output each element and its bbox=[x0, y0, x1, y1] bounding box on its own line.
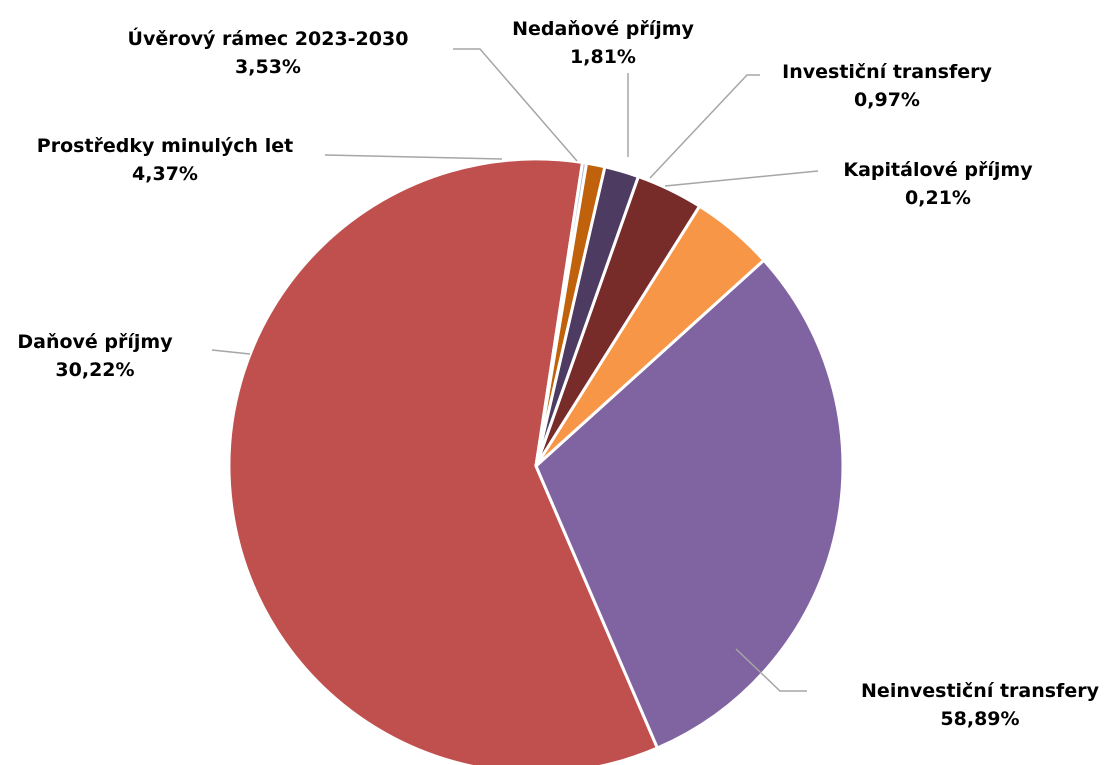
slice-name-label: Daňové příjmy bbox=[17, 331, 173, 353]
slice-data-label: Úvěrový rámec 2023-2030 3,53% bbox=[128, 26, 409, 78]
slice-data-label: Neinvestiční transfery 58,89% bbox=[861, 680, 1100, 730]
slice-value-label: 58,89% bbox=[940, 708, 1019, 730]
pie-slice bbox=[227, 157, 660, 765]
leader-line bbox=[664, 170, 819, 187]
leader-lines bbox=[211, 48, 819, 692]
slice-name-label: Neinvestiční transfery bbox=[861, 680, 1100, 702]
leader-line bbox=[324, 154, 503, 160]
leader-line bbox=[735, 648, 807, 692]
slice-name-label: Prostředky minulých let bbox=[37, 135, 293, 157]
leader-line bbox=[453, 48, 578, 162]
slice-data-label: Nedaňové příjmy 1,81% bbox=[512, 18, 694, 68]
leader-line bbox=[649, 74, 760, 179]
slice-data-label: Prostředky minulých let 4,37% bbox=[37, 135, 293, 185]
slice-data-label: Daňové příjmy 30,22% bbox=[17, 331, 173, 381]
slice-name-label: Úvěrový rámec 2023-2030 bbox=[128, 26, 409, 50]
slice-data-label: Investiční transfery 0,97% bbox=[782, 61, 992, 111]
pie-slices bbox=[227, 157, 845, 765]
data-labels: Neinvestiční transfery 58,89% Daňové příjm… bbox=[17, 18, 1099, 730]
slice-value-label: 1,81% bbox=[570, 46, 636, 68]
slice-name-label: Investiční transfery bbox=[782, 61, 992, 83]
slice-value-label: 0,21% bbox=[905, 187, 971, 209]
slice-value-label: 3,53% bbox=[235, 56, 301, 78]
slice-data-label: Kapitálové příjmy 0,21% bbox=[843, 159, 1033, 209]
slice-value-label: 0,97% bbox=[854, 89, 920, 111]
pie-slice bbox=[534, 160, 589, 467]
slice-name-label: Kapitálové příjmy bbox=[843, 159, 1033, 181]
slice-value-label: 4,37% bbox=[132, 163, 198, 185]
pie-slice bbox=[534, 258, 845, 750]
slice-name-label: Nedaňové příjmy bbox=[512, 18, 694, 40]
slice-value-label: 30,22% bbox=[55, 359, 134, 381]
leader-line bbox=[211, 349, 251, 355]
